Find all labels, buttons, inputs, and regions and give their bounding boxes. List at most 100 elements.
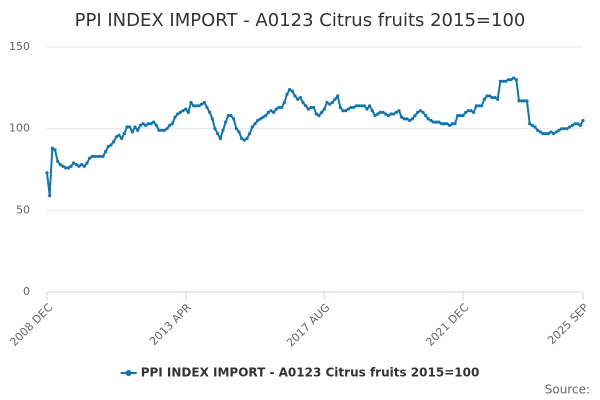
data-point [544, 131, 548, 136]
data-point [288, 87, 292, 92]
data-point [280, 105, 284, 110]
data-point [381, 110, 385, 114]
data-point [314, 112, 318, 116]
data-point [525, 99, 529, 103]
data-point [189, 100, 193, 105]
data-point [474, 104, 478, 108]
data-point [197, 104, 201, 108]
data-point [360, 104, 364, 108]
data-point [301, 100, 305, 105]
data-point [344, 109, 348, 113]
data-point [82, 164, 86, 168]
data-point [578, 123, 582, 127]
data-point [472, 110, 476, 114]
data-point [530, 123, 534, 127]
data-point [546, 131, 550, 136]
data-point [413, 114, 417, 118]
data-point [352, 105, 356, 110]
data-point [250, 125, 254, 129]
data-point [493, 96, 497, 100]
data-point [386, 114, 390, 118]
data-point [53, 148, 57, 152]
data-point [522, 99, 526, 103]
data-point [512, 76, 516, 80]
legend-label: PPI INDEX IMPORT - A0123 Citrus fruits 2… [141, 366, 480, 380]
data-point [394, 110, 398, 114]
data-point [400, 115, 404, 119]
data-point [498, 79, 502, 83]
data-point [434, 120, 438, 124]
data-point [269, 109, 273, 113]
data-point [157, 128, 161, 132]
data-point [130, 130, 134, 134]
x-tick-label: 2017 AUG [284, 301, 333, 350]
data-point [402, 117, 406, 121]
data-point [162, 128, 166, 132]
data-point [509, 78, 513, 82]
data-point [149, 122, 153, 126]
data-point [194, 104, 198, 108]
data-point [208, 110, 212, 114]
data-point [266, 110, 270, 114]
data-point [565, 127, 569, 131]
data-point [224, 120, 228, 124]
data-point [453, 122, 457, 126]
data-point [93, 154, 97, 159]
data-point [85, 161, 89, 165]
data-point [90, 154, 94, 159]
data-point [64, 166, 68, 170]
y-tick-label: 50 [16, 203, 30, 216]
data-point [570, 123, 574, 127]
data-point [317, 114, 321, 118]
data-point [376, 112, 380, 116]
data-point [88, 156, 92, 160]
data-point [333, 97, 337, 101]
data-point [405, 117, 409, 121]
data-point [248, 131, 252, 136]
data-point [557, 128, 561, 132]
data-point [202, 100, 206, 105]
data-point [312, 105, 316, 110]
data-point [426, 117, 430, 121]
data-point [464, 110, 468, 114]
legend-symbol-marker [125, 370, 132, 376]
data-point [554, 130, 558, 134]
data-point [373, 114, 377, 118]
series-line [46, 76, 584, 196]
data-point [445, 122, 449, 126]
data-point [560, 127, 564, 131]
data-point [338, 105, 342, 110]
data-point [320, 110, 324, 114]
data-point [421, 110, 425, 114]
data-point [221, 128, 225, 132]
data-point [56, 159, 60, 163]
data-point [200, 102, 204, 106]
data-point [192, 104, 196, 108]
data-point [48, 194, 52, 198]
data-point [533, 125, 537, 129]
data-point [384, 112, 388, 116]
data-point [160, 128, 164, 132]
data-point [69, 164, 73, 168]
x-tick-label: 2025 SEP [545, 301, 591, 347]
data-point [256, 118, 260, 123]
data-point [178, 110, 182, 114]
data-point [309, 105, 313, 110]
data-point [517, 99, 521, 103]
data-point [120, 136, 124, 141]
data-point [306, 107, 310, 111]
data-point [234, 127, 238, 131]
data-point [104, 149, 108, 154]
data-point [232, 117, 236, 121]
data-point [357, 104, 361, 108]
data-point [122, 131, 126, 136]
data-point [240, 136, 244, 141]
data-point [325, 100, 329, 105]
data-point [114, 135, 118, 139]
data-point [341, 109, 345, 113]
legend: PPI INDEX IMPORT - A0123 Citrus fruits 2… [120, 366, 480, 380]
data-point [101, 154, 105, 159]
data-point [397, 109, 401, 113]
data-point [152, 120, 156, 124]
